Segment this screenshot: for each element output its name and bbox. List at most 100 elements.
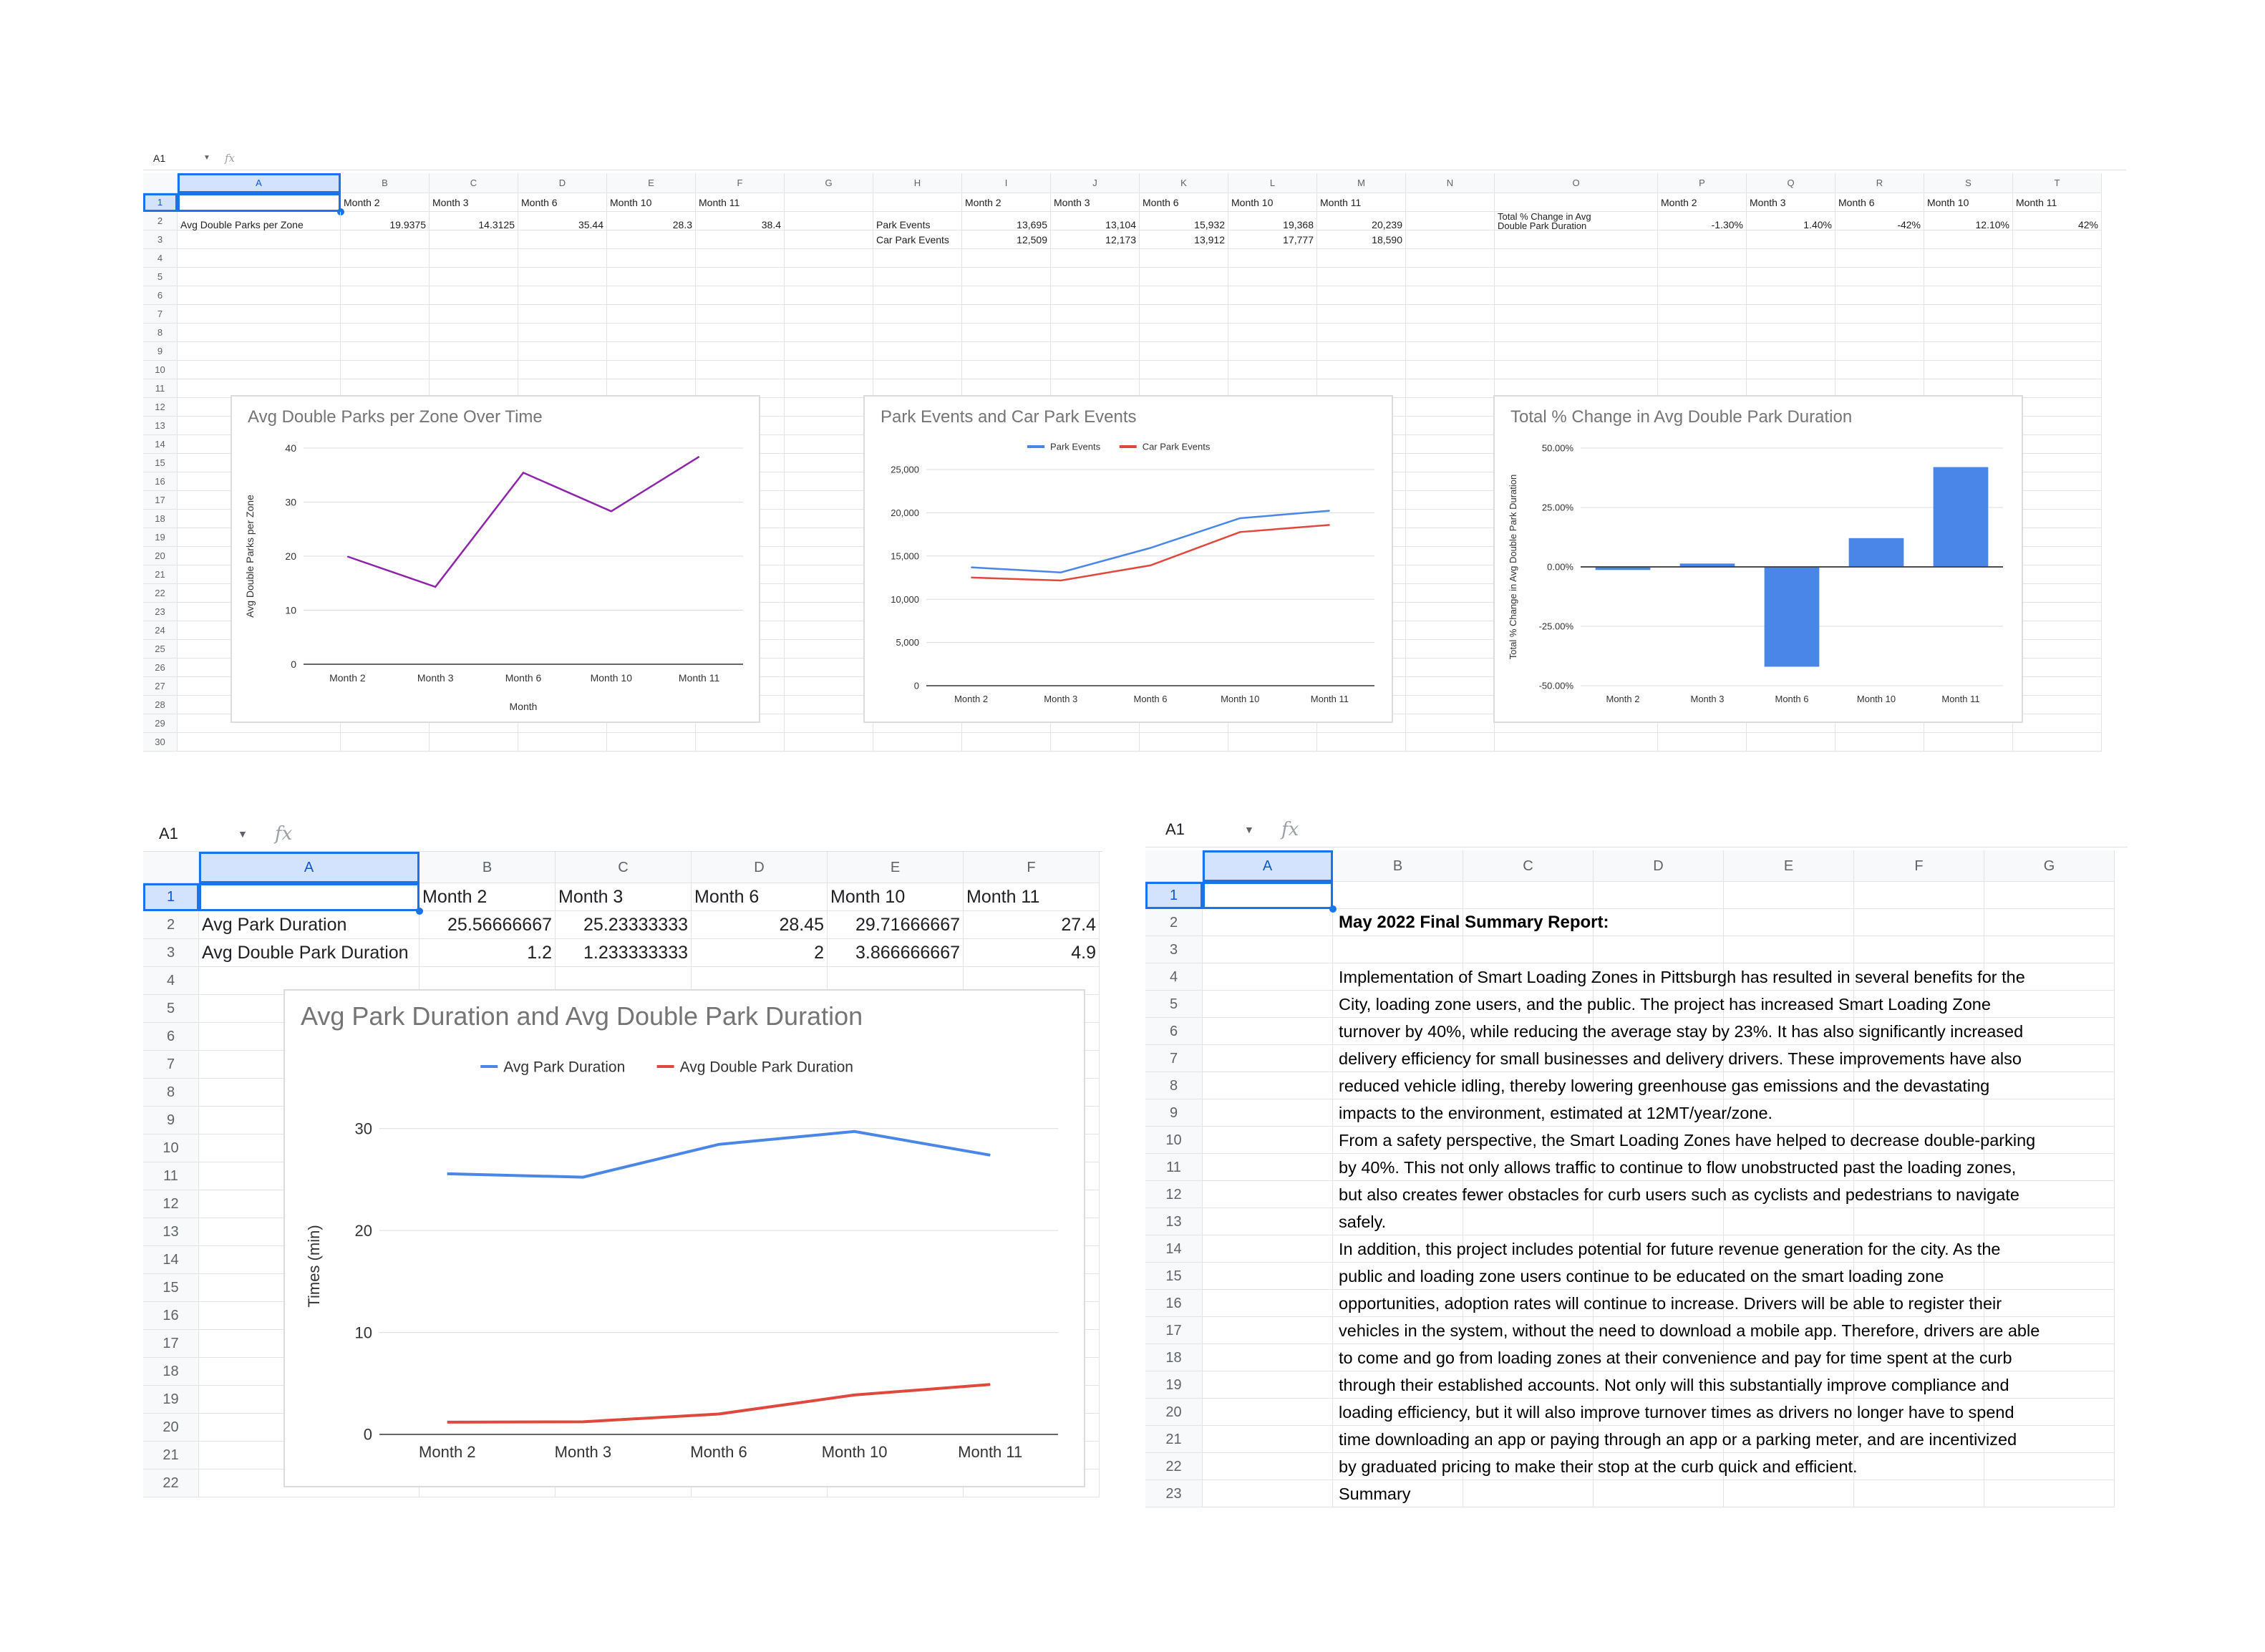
row-header[interactable]: 3 (1145, 936, 1203, 963)
grid-cell[interactable] (1594, 1018, 1724, 1045)
row-header[interactable]: 17 (1145, 1317, 1203, 1344)
grid-cell[interactable] (1495, 230, 1658, 249)
grid-cell[interactable] (1406, 268, 1495, 286)
grid-cell[interactable] (1835, 361, 1924, 379)
grid-cell[interactable] (785, 491, 873, 510)
column-header[interactable]: E (828, 852, 964, 883)
column-header[interactable]: E (1724, 850, 1854, 882)
column-header[interactable]: G (1984, 850, 2115, 882)
grid-cell[interactable] (1835, 268, 1924, 286)
grid-cell[interactable] (1854, 1127, 1984, 1154)
grid-cell[interactable] (785, 510, 873, 528)
grid-cell[interactable] (1406, 417, 1495, 435)
grid-cell[interactable] (1594, 1426, 1724, 1453)
row-header[interactable]: 11 (143, 1162, 199, 1190)
chart-1[interactable]: Park Events and Car Park Events 0 5,000 10,… (863, 395, 1393, 723)
grid-cell[interactable] (178, 733, 341, 752)
grid-cell[interactable] (1984, 1235, 2115, 1263)
grid-cell[interactable] (1333, 1018, 1463, 1045)
grid-cell[interactable] (1724, 1426, 1854, 1453)
grid-cell[interactable] (1406, 603, 1495, 621)
grid-cell[interactable] (2013, 491, 2102, 510)
grid-cell[interactable] (430, 714, 518, 733)
grid-cell[interactable] (2013, 342, 2102, 361)
grid-cell[interactable] (1203, 1263, 1333, 1290)
grid-cell[interactable] (1495, 324, 1658, 342)
grid-cell[interactable] (1724, 1290, 1854, 1317)
grid-cell[interactable] (430, 230, 518, 249)
grid-cell[interactable] (1203, 1426, 1333, 1453)
grid-cell[interactable] (785, 230, 873, 249)
row-header[interactable]: 2 (143, 911, 199, 939)
grid-cell[interactable] (1140, 286, 1228, 305)
grid-cell[interactable] (696, 286, 785, 305)
grid-cell[interactable] (1594, 1263, 1724, 1290)
grid-cell[interactable] (1658, 733, 1747, 752)
row-header[interactable]: 22 (143, 1469, 199, 1497)
row-header[interactable]: 28 (143, 696, 178, 714)
grid-cell[interactable] (1463, 1045, 1594, 1072)
grid-cell[interactable] (2013, 603, 2102, 621)
row-header[interactable]: 14 (143, 1246, 199, 1274)
row-header[interactable]: 4 (1145, 963, 1203, 991)
grid-cell[interactable] (785, 342, 873, 361)
column-header[interactable]: D (518, 173, 607, 193)
grid-cell[interactable] (1984, 1154, 2115, 1181)
grid-cell[interactable] (2013, 379, 2102, 398)
month-header-cell[interactable]: Month 10 (1924, 193, 2013, 212)
grid-cell[interactable] (518, 249, 607, 268)
grid-cell[interactable] (1140, 305, 1228, 324)
grid-cell[interactable] (1406, 435, 1495, 454)
grid-cell[interactable] (430, 733, 518, 752)
grid-cell[interactable] (1317, 268, 1406, 286)
grid-cell[interactable] (518, 342, 607, 361)
grid-cell[interactable] (341, 361, 430, 379)
grid-cell[interactable] (607, 714, 696, 733)
grid-cell[interactable] (1463, 1127, 1594, 1154)
grid-cell[interactable]: -42% (1835, 212, 1924, 230)
grid-cell[interactable] (1658, 305, 1747, 324)
grid-cell[interactable] (1594, 1181, 1724, 1208)
series-line[interactable] (971, 524, 1330, 582)
grid-cell[interactable]: 38.4 (696, 212, 785, 230)
grid-cell[interactable] (1406, 584, 1495, 603)
grid-cell[interactable] (1051, 305, 1140, 324)
grid-cell[interactable] (1854, 1045, 1984, 1072)
month-header-cell[interactable]: Month 6 (1140, 193, 1228, 212)
grid-cell[interactable]: 14.3125 (430, 212, 518, 230)
grid-cell[interactable]: 29.71666667 (828, 911, 964, 939)
grid-cell[interactable] (1747, 268, 1835, 286)
grid-cell[interactable] (1333, 936, 1463, 963)
grid-cell[interactable] (1724, 1263, 1854, 1290)
column-header[interactable]: O (1495, 173, 1658, 193)
grid-cell[interactable] (696, 714, 785, 733)
data-point[interactable] (1239, 531, 1241, 533)
grid-cell[interactable] (1406, 398, 1495, 417)
column-header[interactable]: A (178, 173, 341, 193)
grid-cell[interactable] (696, 324, 785, 342)
grid-cell[interactable]: 2 (692, 939, 828, 967)
grid-cell[interactable] (1984, 1453, 2115, 1480)
grid-cell[interactable] (1406, 212, 1495, 230)
column-header[interactable]: T (2013, 173, 2102, 193)
grid-cell[interactable] (1495, 305, 1658, 324)
row-header[interactable]: 25 (143, 640, 178, 659)
row-header[interactable]: 8 (143, 1079, 199, 1107)
grid-cell[interactable] (696, 361, 785, 379)
grid-cell[interactable] (1463, 1399, 1594, 1426)
grid-cell[interactable] (2013, 510, 2102, 528)
grid-cell[interactable] (1984, 1127, 2115, 1154)
legend-label[interactable]: Avg Double Park Duration (680, 1059, 853, 1075)
grid-cell[interactable] (1333, 991, 1463, 1018)
grid-cell[interactable] (1854, 1181, 1984, 1208)
column-header[interactable]: C (1463, 850, 1594, 882)
grid-cell[interactable] (1594, 1344, 1724, 1371)
name-box[interactable]: A1 (153, 152, 166, 164)
grid-cell[interactable] (1594, 1453, 1724, 1480)
column-header[interactable]: B (1333, 850, 1463, 882)
grid-cell[interactable] (1051, 324, 1140, 342)
grid-cell[interactable] (1333, 1127, 1463, 1154)
grid-cell[interactable] (1406, 305, 1495, 324)
data-point[interactable] (854, 1394, 855, 1396)
grid-cell[interactable] (1924, 714, 2013, 733)
